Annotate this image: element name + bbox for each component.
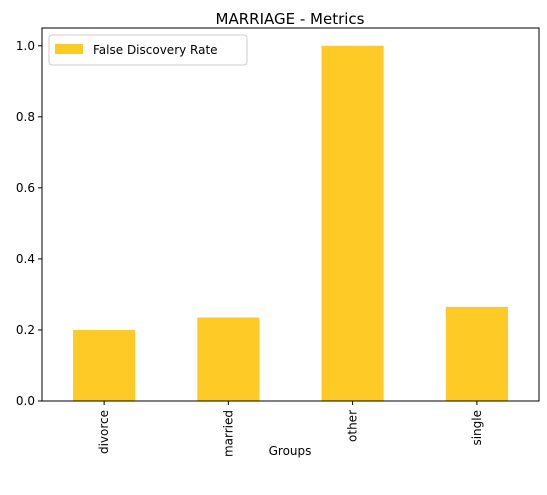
bars-group (73, 45, 508, 402)
y-tick-label: 1.0 (16, 39, 35, 53)
bar-other (321, 45, 384, 402)
x-axis: divorce married other single (97, 401, 484, 457)
legend-swatch (55, 44, 83, 54)
y-tick-label: 0.8 (16, 110, 35, 124)
bar-single (445, 306, 508, 401)
legend-box (48, 34, 248, 66)
x-tick-label: married (221, 410, 235, 457)
y-axis: 0.0 0.2 0.4 0.6 0.8 1.0 (16, 39, 42, 408)
y-tick-label: 0.4 (16, 252, 35, 266)
x-tick-label: divorce (97, 410, 111, 454)
x-tick-label: other (346, 410, 360, 442)
y-tick-label: 0.6 (16, 181, 35, 195)
y-tick-label: 0.0 (16, 394, 35, 408)
x-tick-label: single (470, 410, 484, 446)
plot-frame (41, 27, 540, 402)
legend: False Discovery Rate (48, 34, 248, 66)
chart-title: MARRIAGE - Metrics (216, 10, 365, 28)
x-axis-label: Groups (269, 444, 312, 458)
y-tick-label: 0.2 (16, 323, 35, 337)
bar-divorce (73, 329, 136, 401)
legend-label: False Discovery Rate (93, 43, 218, 57)
bar-married (197, 317, 260, 401)
